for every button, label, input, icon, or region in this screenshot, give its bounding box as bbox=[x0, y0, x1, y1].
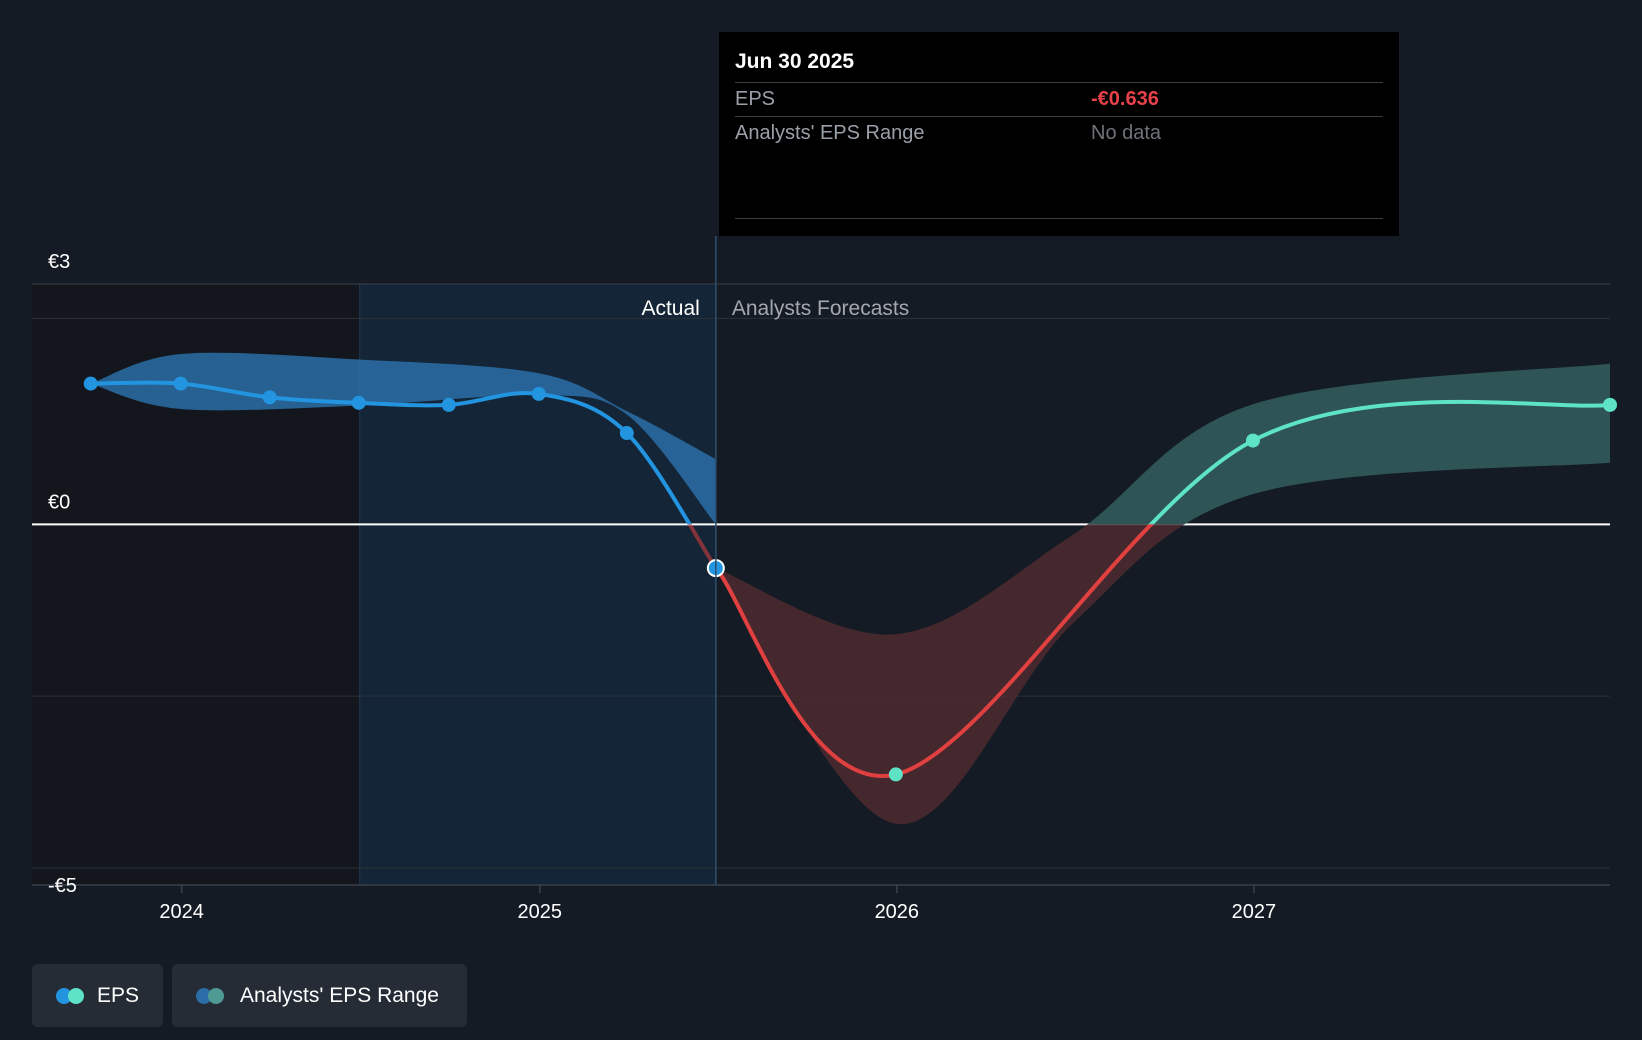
forecast-label: Analysts Forecasts bbox=[732, 297, 909, 320]
y-tick-label: €0 bbox=[48, 491, 70, 513]
x-tick-label: 2025 bbox=[517, 901, 562, 923]
eps-point-actual bbox=[173, 376, 188, 391]
legend-eps-dot-forecast bbox=[68, 987, 84, 1004]
legend-item-eps[interactable]: EPS bbox=[32, 964, 163, 1027]
legend-range-dot-forecast bbox=[208, 987, 224, 1004]
eps-line-forecast-positive bbox=[1148, 399, 1611, 525]
eps-range-band-forecast-negative bbox=[715, 524, 1185, 824]
legend-item-eps-range[interactable]: Analysts' EPS Range bbox=[172, 964, 467, 1027]
eps-line-forecast-negative bbox=[714, 524, 1154, 779]
eps-point-actual bbox=[619, 426, 634, 441]
eps-point-forecast bbox=[1245, 433, 1260, 448]
tooltip-row-range: Analysts' EPS Range No data bbox=[735, 116, 1383, 150]
legend-range-swatch bbox=[196, 987, 226, 1004]
tooltip-eps-value: -€0.636 bbox=[1091, 88, 1159, 110]
legend-eps-swatch bbox=[56, 987, 84, 1004]
tooltip-row-eps: EPS -€0.636 bbox=[735, 82, 1383, 116]
eps-point-actual bbox=[351, 395, 366, 410]
eps-point-forecast bbox=[1603, 397, 1617, 412]
tooltip-range-label: Analysts' EPS Range bbox=[735, 122, 925, 144]
legend-eps-label: EPS bbox=[96, 983, 139, 1007]
legend-range-label: Analysts' EPS Range bbox=[240, 983, 439, 1007]
y-tick-label: -€5 bbox=[48, 875, 77, 897]
eps-point-actual bbox=[262, 390, 277, 405]
eps-point-actual bbox=[441, 397, 456, 412]
tooltip-range-value: No data bbox=[1091, 122, 1162, 144]
x-tick-label: 2026 bbox=[875, 901, 920, 923]
tooltip-divider bbox=[735, 218, 1383, 219]
eps-point-forecast bbox=[888, 767, 903, 782]
tooltip-date: Jun 30 2025 bbox=[735, 50, 855, 73]
x-tick-label: 2024 bbox=[159, 901, 204, 923]
legend: EPS Analysts' EPS Range bbox=[32, 964, 467, 1027]
eps-point-actual bbox=[83, 376, 98, 391]
y-tick-label: €3 bbox=[48, 251, 70, 273]
actual-label: Actual bbox=[641, 297, 699, 320]
tooltip-eps-label: EPS bbox=[735, 88, 776, 110]
x-tick-label: 2027 bbox=[1232, 901, 1277, 923]
tooltip: Jun 30 2025 EPS -€0.636 Analysts' EPS Ra… bbox=[719, 32, 1399, 236]
eps-point-actual bbox=[531, 386, 546, 401]
